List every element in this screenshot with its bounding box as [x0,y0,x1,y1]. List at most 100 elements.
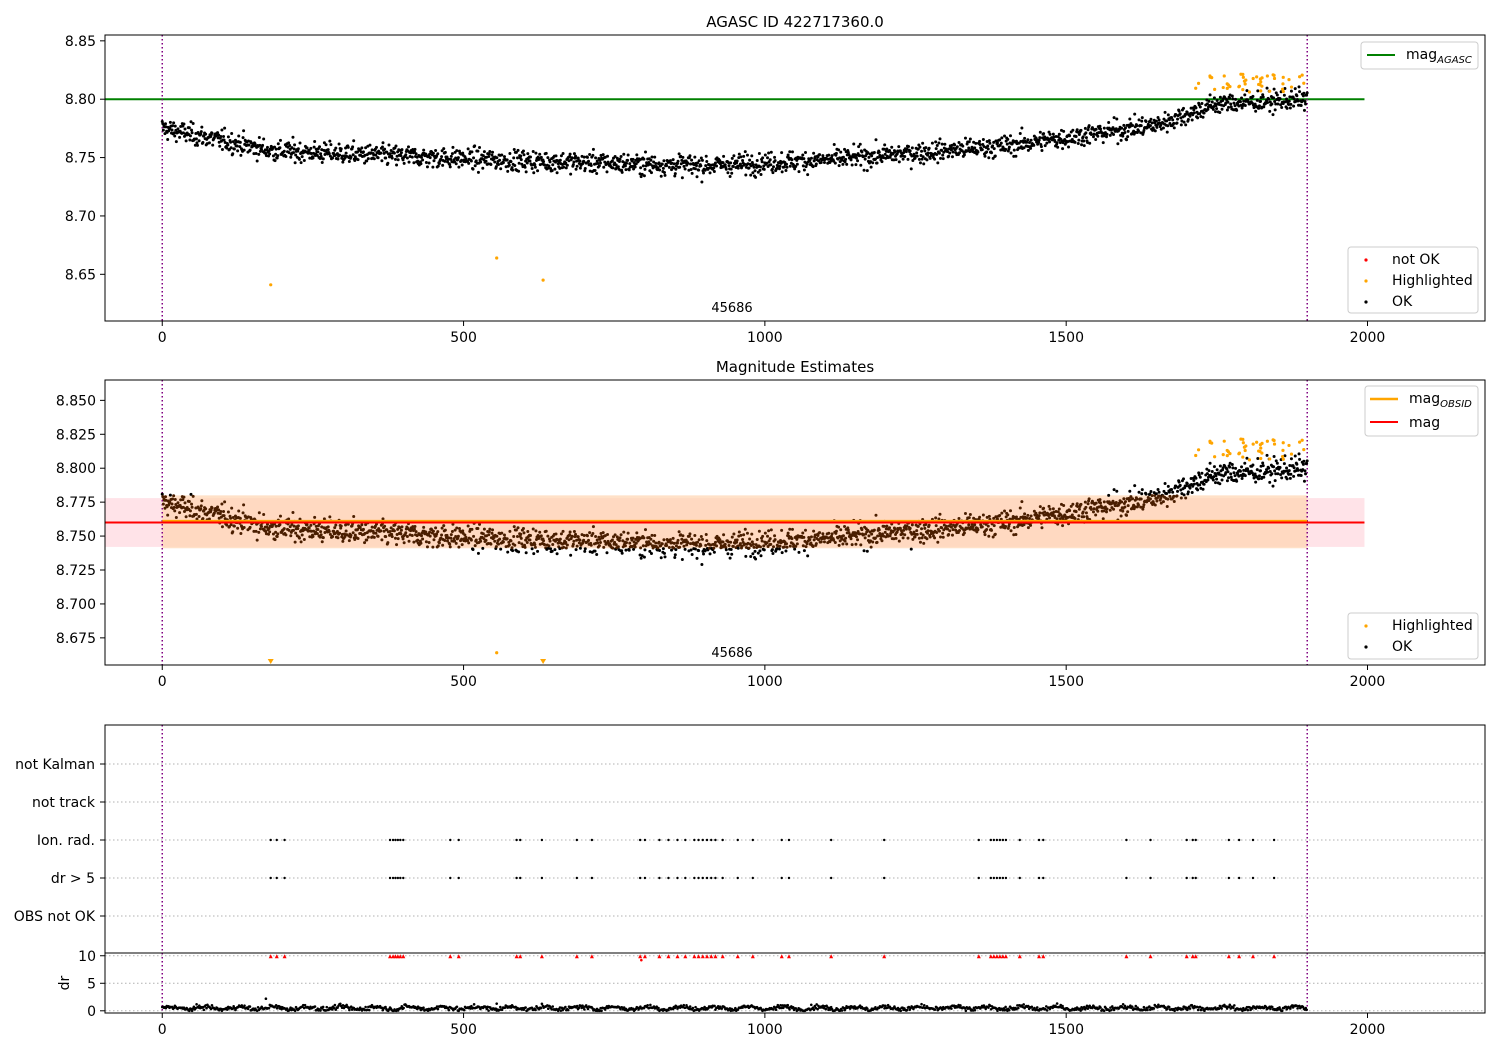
ok-point [1030,514,1033,517]
ok-point [985,150,988,153]
flag-point [684,877,686,879]
ok-point [249,526,252,529]
ok-point [373,536,376,539]
ok-point [925,537,928,540]
ok-point [835,152,838,155]
panel-agasc: AGASC ID 422717360.0 8.658.708.758.808.8… [65,13,1485,346]
ok-point [1235,109,1238,112]
ok-point [910,548,913,551]
ok-point [766,156,769,159]
ok-point [1149,118,1152,121]
ok-point [1077,139,1080,142]
ok-point [968,140,971,143]
ok-point [681,558,684,561]
ok-point [218,145,221,148]
y-tick-label: 8.65 [65,267,96,283]
panel-flags-plot-area [105,725,1485,953]
ok-point [336,536,339,539]
ok-point [408,161,411,164]
ok-point [839,528,842,531]
ok-point [368,144,371,147]
panel-agasc-annotation: 45686 [711,301,752,316]
ok-point [973,146,976,149]
ok-point [1010,529,1013,532]
ok-point [784,169,787,172]
ok-point [1044,144,1047,147]
ok-point [731,536,734,539]
ok-point [1212,108,1215,111]
ok-point [479,540,482,543]
ok-point [1183,121,1186,124]
ok-point [500,532,503,535]
ok-point [1303,109,1306,112]
ok-point [200,504,203,507]
ok-point [488,530,491,533]
ok-point [1056,146,1059,149]
ok-point [276,532,279,535]
ok-point [243,149,246,152]
ok-point [902,158,905,161]
ok-point [442,524,445,527]
ok-point [313,146,316,149]
ok-point [279,139,282,142]
ok-point [920,150,923,153]
ok-point [381,146,384,149]
ok-point [1271,113,1274,116]
dr-point [211,1004,214,1007]
ok-point [379,152,382,155]
ok-point [617,165,620,168]
ok-point [380,538,383,541]
ok-point [334,147,337,150]
ok-point [1227,106,1230,109]
ok-point [1231,463,1234,466]
ok-point [1289,103,1292,106]
ok-point [976,528,979,531]
y-tick-label: 8.75 [65,151,96,167]
ok-point [739,534,742,537]
ok-point [730,548,733,551]
ok-point [485,160,488,163]
ok-point [506,551,509,554]
ok-point [408,540,411,543]
ok-point [1004,525,1007,528]
ok-point [1122,497,1125,500]
ok-point [1123,131,1126,134]
ok-point [618,536,621,539]
ok-point [626,538,629,541]
ok-point [774,538,777,541]
ok-point [805,545,808,548]
ok-point [876,156,879,159]
ok-point [702,171,705,174]
ok-point [1006,513,1009,516]
ok-point [1292,475,1295,478]
ok-point [556,171,559,174]
ok-point [770,528,773,531]
ok-point [590,544,593,547]
ok-point [389,530,392,533]
ok-point [802,164,805,167]
ok-point [686,541,689,544]
ok-point [643,548,646,551]
highlighted-point [1290,85,1293,88]
ok-point [233,148,236,151]
panel-magnitude-title: Magnitude Estimates [716,358,874,376]
ok-point [1094,138,1097,141]
ok-point [722,540,725,543]
ok-point [1241,477,1244,480]
flag-point [1192,839,1194,841]
ok-point [923,527,926,530]
ok-point [643,556,646,559]
highlighted-point [1259,457,1262,460]
ok-point [1289,473,1292,476]
ok-point [266,146,269,149]
y-tick-label: 8.825 [56,427,96,443]
ok-point [542,539,545,542]
dr-point [364,1006,367,1009]
ok-point [725,168,728,171]
ok-point [242,503,245,506]
ok-point [697,549,700,552]
ok-point [239,517,242,520]
ok-point [1019,507,1022,510]
ok-point [204,507,207,510]
ok-point [728,164,731,167]
